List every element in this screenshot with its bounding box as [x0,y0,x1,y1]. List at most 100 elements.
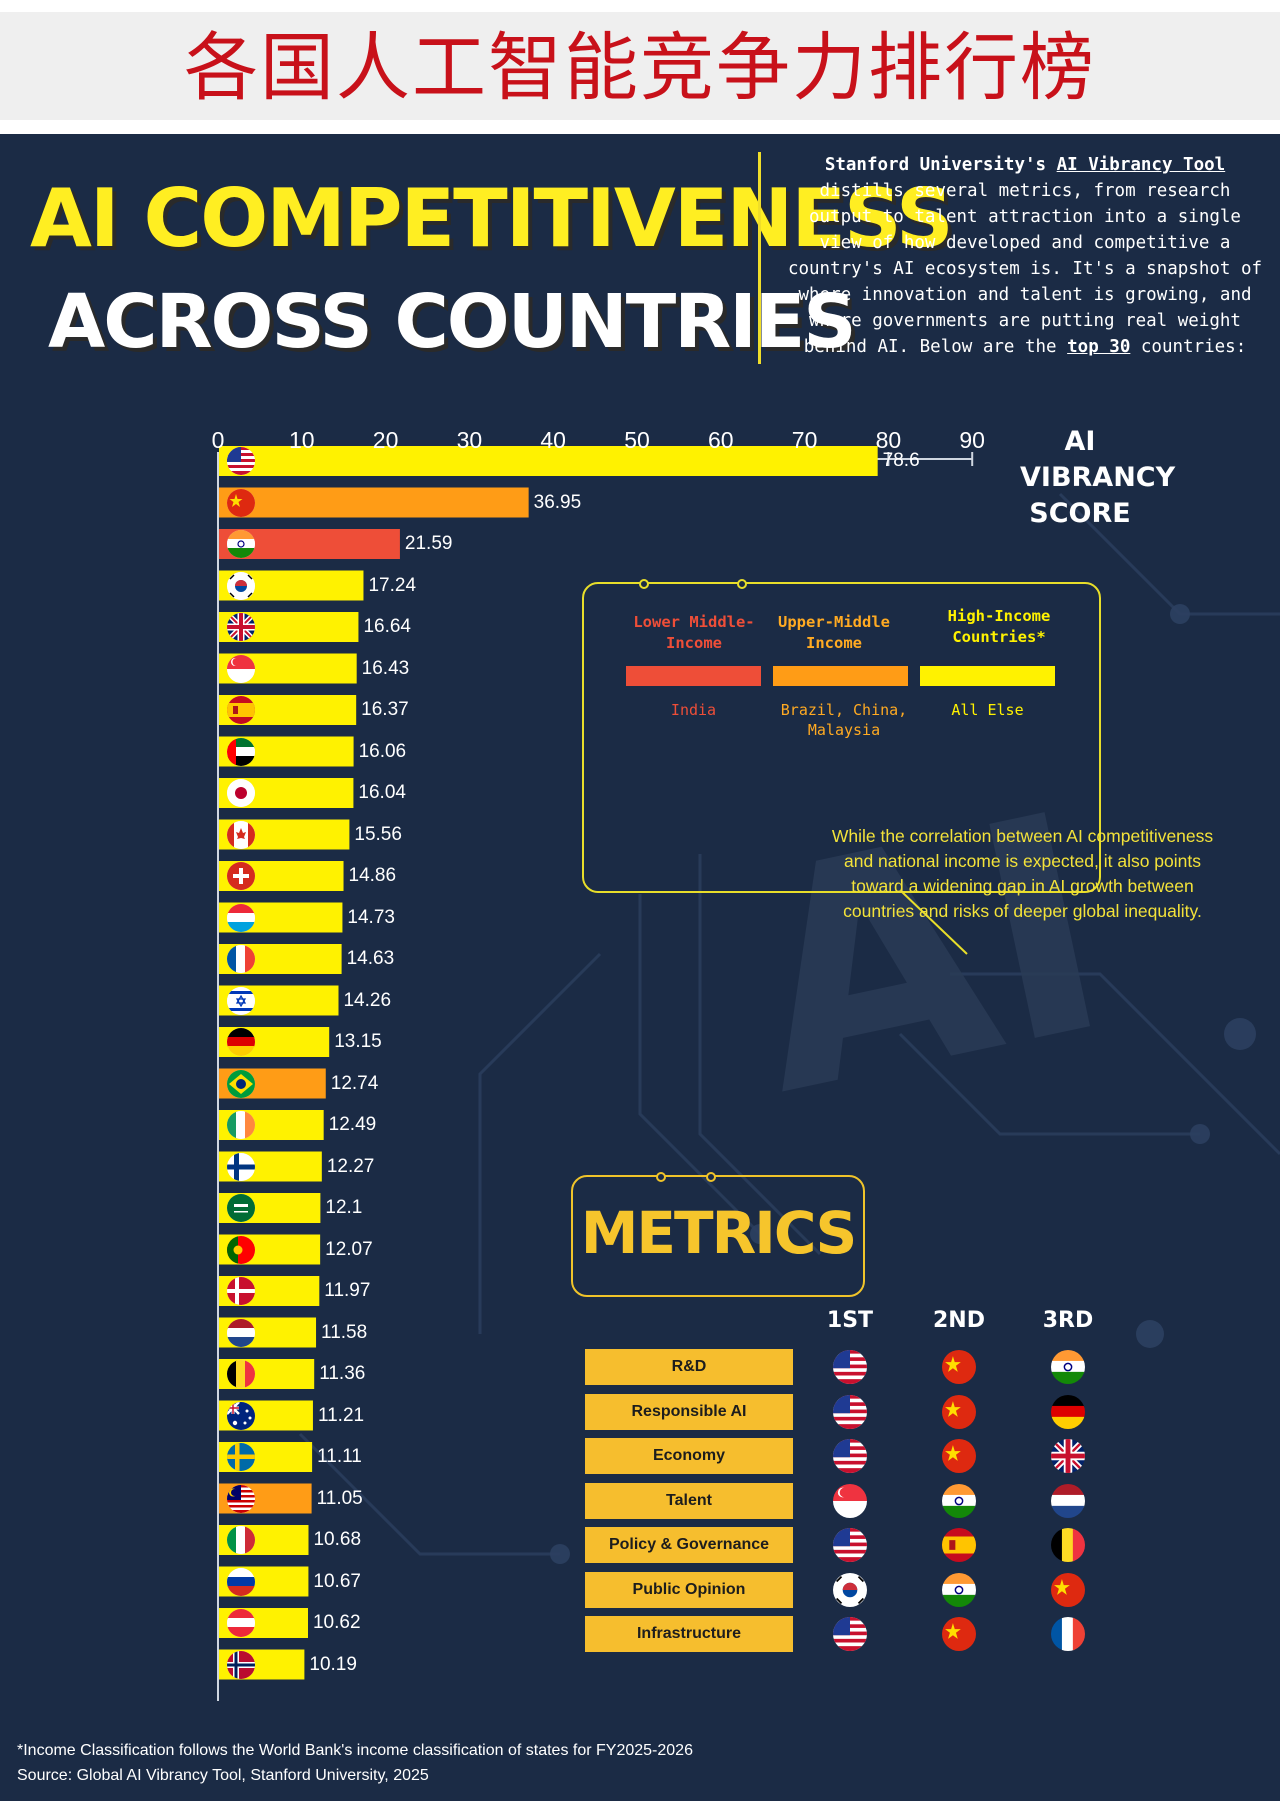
score-title-line3: SCORE [1029,498,1131,529]
metrics-connectors [656,1172,716,1182]
rank-header-3rd: 3RD [1042,1308,1094,1333]
cn-flag-icon [942,1439,976,1473]
gb-flag-icon [1051,1439,1085,1473]
bar [219,446,878,476]
footnote: *Income Classification follows the World… [17,1738,693,1788]
be-flag-icon [1051,1528,1085,1562]
fr-flag-icon [227,945,255,973]
value-label: 11.36 [319,1363,366,1384]
us-flag-icon [833,1528,867,1562]
br-flag-icon [227,1069,255,1098]
x-tick-label: 10 [289,427,315,453]
fr-flag-icon [1051,1617,1085,1651]
income-legend: Lower Middle-Income Upper-Middle Income … [582,579,1101,955]
at-flag-icon [227,1609,255,1637]
rank-header-2nd: 2ND [933,1308,985,1333]
headline-divider [758,152,761,364]
sa-flag-icon [227,1194,255,1222]
value-label: 12.49 [328,1114,377,1135]
x-tick-label: 0 [211,427,225,453]
infographic-panel: AI AI COMPETITIVENESS ACROSS COUNTRIES S… [0,134,1280,1801]
es-flag-icon [227,696,255,724]
x-tick-label: 50 [624,427,650,453]
intro-part3: countries: [1130,337,1247,357]
value-label: 21.59 [404,533,453,554]
cn-flag-icon [942,1394,976,1429]
value-label: 14.73 [347,906,395,928]
headline-line2: ACROSS COUNTRIES [48,279,857,365]
fi-flag-icon [227,1152,255,1181]
value-label: 14.86 [348,865,397,886]
value-label: 12.1 [325,1197,363,1218]
in-flag-icon [942,1572,976,1607]
nl-flag-icon [1051,1483,1085,1518]
in-flag-icon [942,1483,976,1518]
value-label: 12.27 [326,1155,375,1177]
x-tick-label: 70 [791,427,818,453]
value-label: 13.15 [334,1031,382,1052]
value-label: 11.11 [317,1446,362,1467]
nl-flag-icon [227,1318,255,1347]
il-flag-icon [227,986,255,1015]
legend-high-swatch [920,666,1055,686]
legend-lower-title: Lower Middle-Income [633,613,755,652]
gb-flag-icon [227,613,255,641]
circuit-background: AI [298,492,1280,1564]
no-flag-icon [227,1650,255,1679]
legend-lower-note: India [670,701,717,719]
value-label: 78.6 [882,450,920,471]
footnote-income: *Income Classification follows the World… [17,1742,693,1759]
metric-row-label: Policy & Governance [585,1527,793,1563]
legend-high-note: All Else [951,701,1024,719]
value-label: 11.58 [321,1321,368,1343]
top-banner: 各国人工智能竞争力排行榜 [0,12,1280,120]
metric-row-label: Infrastructure [585,1616,793,1652]
metric-row-label: Economy [585,1438,793,1474]
value-label: 15.56 [354,823,402,845]
rank-header-1st: 1ST [826,1308,874,1333]
us-flag-icon [833,1394,867,1429]
correlation-note: While the correlation between AI competi… [831,826,1214,921]
be-flag-icon [227,1360,255,1388]
ca-flag-icon [227,820,255,849]
ch-flag-icon [227,862,255,890]
sg-flag-icon [227,654,255,683]
value-label: 11.21 [317,1404,365,1426]
metric-row-label: R&D [585,1349,793,1385]
top-30-label: top 30 [1067,337,1131,357]
x-tick-label: 30 [456,427,483,453]
x-tick-label: 90 [959,427,985,453]
value-label: 16.04 [358,782,406,803]
headline-line1: AI COMPETITIVENESS [30,172,954,265]
metrics-title: METRICS [580,1199,858,1267]
value-label: 16.06 [358,740,407,762]
score-title-line1: AI [1064,426,1096,457]
legend-connectors [639,579,968,955]
metric-row-label: Talent [585,1482,793,1519]
kr-flag-icon [833,1572,867,1607]
intro-part1: Stanford University's [824,155,1057,175]
value-label: 10.68 [313,1529,362,1550]
us-flag-icon [833,1350,867,1384]
tool-name-link[interactable]: AI Vibrancy Tool [1056,155,1226,175]
us-flag-icon [227,447,255,475]
value-label: 16.64 [363,616,411,637]
value-label: 17.24 [368,574,417,596]
banner-title: 各国人工智能竞争力排行榜 [184,25,1096,111]
ie-flag-icon [227,1111,255,1139]
legend-upper-title: Upper-Middle Income [778,613,890,652]
it-flag-icon [227,1526,255,1554]
legend-upper-note: Brazil, China, Malaysia [780,701,908,739]
x-tick-label: 80 [875,427,902,453]
value-label: 10.19 [309,1653,357,1675]
x-tick-label: 40 [540,427,566,453]
intro-text: Stanford University's AI Vibrancy Tool d… [785,152,1265,360]
value-label: 12.74 [330,1072,379,1094]
jp-flag-icon [227,779,255,807]
footnote-source: Source: Global AI Vibrancy Tool, Stanfor… [17,1767,429,1784]
value-label: 10.62 [312,1612,361,1633]
cn-flag-icon [942,1350,976,1384]
legend-upper-swatch [773,666,908,686]
de-flag-icon [1051,1394,1085,1429]
bar [219,487,529,518]
